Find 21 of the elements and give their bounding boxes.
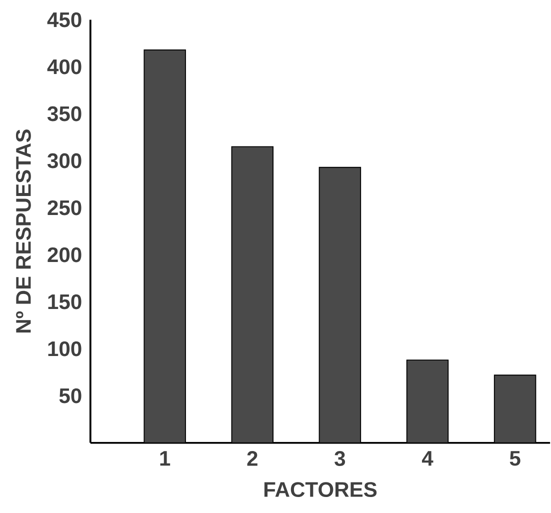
- bar: [406, 359, 449, 443]
- y-tick-label: 350: [47, 106, 82, 122]
- y-axis-title: Nº DE RESPUESTAS: [16, 129, 31, 332]
- y-tick-label: 50: [59, 388, 82, 404]
- x-tick-label: 5: [510, 450, 520, 466]
- y-tick-label: 450: [47, 12, 82, 28]
- y-tick-label: 100: [48, 341, 82, 356]
- y-tick-label: 250: [48, 200, 82, 216]
- y-tick-label: 150: [48, 294, 82, 310]
- x-tick-label: 2: [247, 450, 258, 466]
- x-axis-title: FACTORES: [264, 482, 377, 497]
- bar: [318, 166, 362, 443]
- x-tick-label: 4: [422, 450, 434, 466]
- bar: [231, 146, 274, 443]
- x-tick-label: 3: [334, 450, 346, 466]
- y-tick-label: 200: [48, 247, 82, 262]
- y-tick-label: 400: [47, 59, 82, 74]
- bar: [144, 49, 186, 443]
- bar: [494, 374, 536, 443]
- x-tick-label: 1: [160, 450, 170, 466]
- y-tick-label: 300: [47, 153, 82, 168]
